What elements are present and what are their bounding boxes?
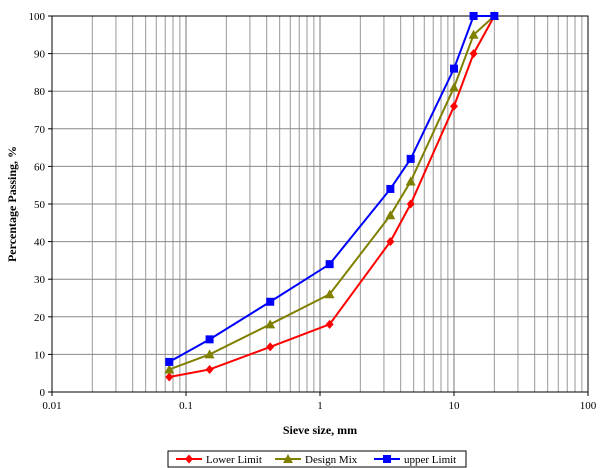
legend-box [167, 450, 467, 468]
data-point [204, 349, 215, 359]
series-upper-limit [165, 12, 499, 366]
data-point [385, 210, 396, 220]
data-point [266, 297, 275, 306]
legend: Lower Limit Design Mix upper Limit [167, 450, 467, 468]
data-point [405, 176, 416, 186]
x-axis-ticks: 0.01 0.1 1 10 100 [42, 392, 597, 412]
data-point [325, 319, 334, 329]
x-tick-label: 10 [449, 400, 461, 412]
data-point [469, 12, 478, 20]
series-lower-limit [165, 11, 499, 382]
legend-label: Design Mix [305, 454, 358, 466]
y-axis-ticks: 0 10 20 30 40 50 60 70 80 90 100 [29, 11, 52, 399]
data-point [450, 64, 458, 73]
y-tick-label: 40 [34, 237, 46, 249]
y-tick-label: 90 [34, 49, 46, 61]
legend-marker [383, 455, 391, 463]
series-design-mix [164, 11, 500, 374]
legend-marker [283, 454, 293, 463]
data-point [265, 319, 276, 329]
y-tick-label: 100 [29, 11, 46, 23]
y-tick-label: 10 [34, 349, 46, 361]
x-tick-label: 0.01 [42, 400, 61, 412]
y-tick-label: 60 [34, 161, 46, 173]
data-point [324, 289, 335, 299]
data-point [490, 12, 499, 20]
y-tick-label: 80 [34, 86, 46, 98]
x-tick-label: 0.1 [179, 400, 193, 412]
grid [51, 15, 589, 393]
data-point [449, 82, 459, 92]
data-point [165, 372, 174, 382]
y-tick-label: 50 [34, 199, 46, 211]
y-tick-label: 20 [34, 312, 46, 324]
x-axis-label: Sieve size, mm [283, 423, 357, 437]
data-point [205, 335, 214, 344]
y-tick-label: 70 [34, 124, 46, 136]
legend-label: Lower Limit [206, 454, 262, 466]
y-tick-label: 0 [40, 387, 46, 399]
series-line [168, 15, 495, 363]
x-tick-label: 100 [580, 400, 597, 412]
data-point [325, 260, 334, 269]
data-point [468, 29, 479, 39]
data-point [386, 237, 395, 247]
data-point [386, 184, 395, 193]
legend-marker [185, 454, 193, 464]
data-point [406, 199, 415, 209]
data-point [205, 364, 214, 374]
data-point [406, 154, 415, 163]
data-point [450, 101, 458, 111]
data-point [469, 49, 478, 59]
data-point [164, 364, 175, 374]
legend-label: upper Limit [404, 454, 456, 466]
data-point [266, 342, 275, 352]
y-axis-label: Percentage Passing, % [5, 146, 19, 262]
x-tick-label: 1 [317, 400, 323, 412]
series-layer [164, 11, 500, 382]
y-tick-label: 30 [34, 274, 46, 286]
data-point [165, 357, 174, 366]
